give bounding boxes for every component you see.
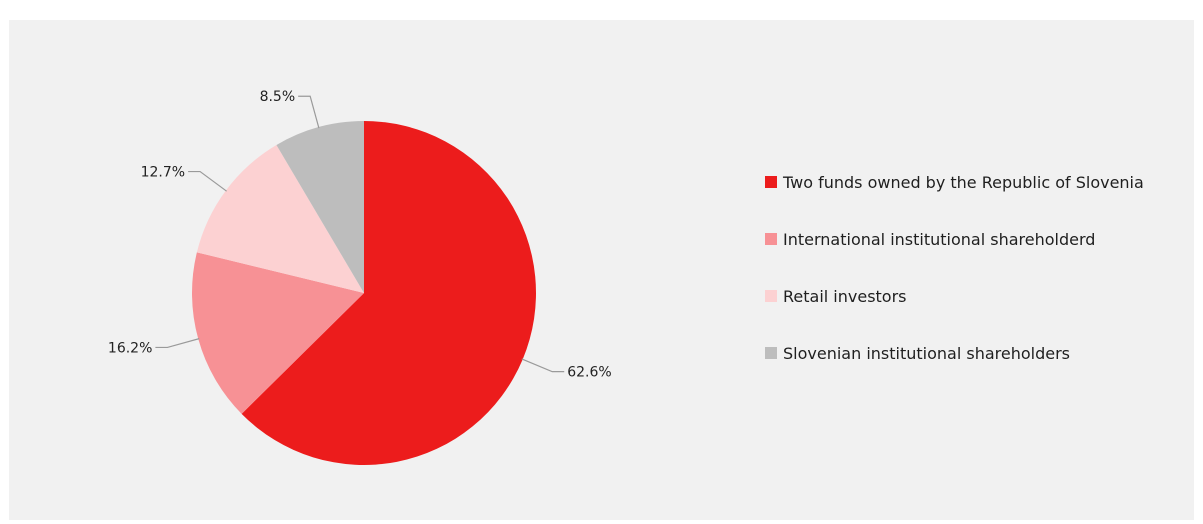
data-label-republic-funds: 62.6% (567, 365, 611, 381)
legend-item-slovenian: Slovenian institutional shareholders (765, 339, 1144, 367)
legend-label: International institutional shareholderd (783, 229, 1096, 249)
data-label-slovenian: 8.5% (260, 89, 296, 105)
legend-item-republic-funds: Two funds owned by the Republic of Slove… (765, 168, 1144, 196)
leader-line-retail (188, 170, 227, 192)
data-label-retail: 12.7% (141, 165, 185, 181)
legend-label: Retail investors (783, 286, 907, 306)
legend-swatch (765, 233, 777, 245)
pie-slice-international (192, 252, 364, 414)
legend-swatch (765, 176, 777, 188)
pie-slice-slovenian (276, 121, 364, 293)
leader-line-slovenian (298, 95, 320, 129)
pie-slice-republic-funds (241, 121, 536, 465)
leader-line-international (155, 338, 200, 349)
legend-label: Slovenian institutional shareholders (783, 343, 1070, 363)
legend-item-international: International institutional shareholderd (765, 225, 1144, 253)
leader-line-republic-funds (521, 358, 565, 373)
legend-label: Two funds owned by the Republic of Slove… (783, 172, 1144, 192)
legend: Two funds owned by the Republic of Slove… (765, 168, 1144, 396)
data-label-international: 16.2% (108, 340, 152, 356)
legend-item-retail: Retail investors (765, 282, 1144, 310)
pie-slice-retail (196, 144, 364, 293)
legend-swatch (765, 290, 777, 302)
legend-swatch (765, 347, 777, 359)
